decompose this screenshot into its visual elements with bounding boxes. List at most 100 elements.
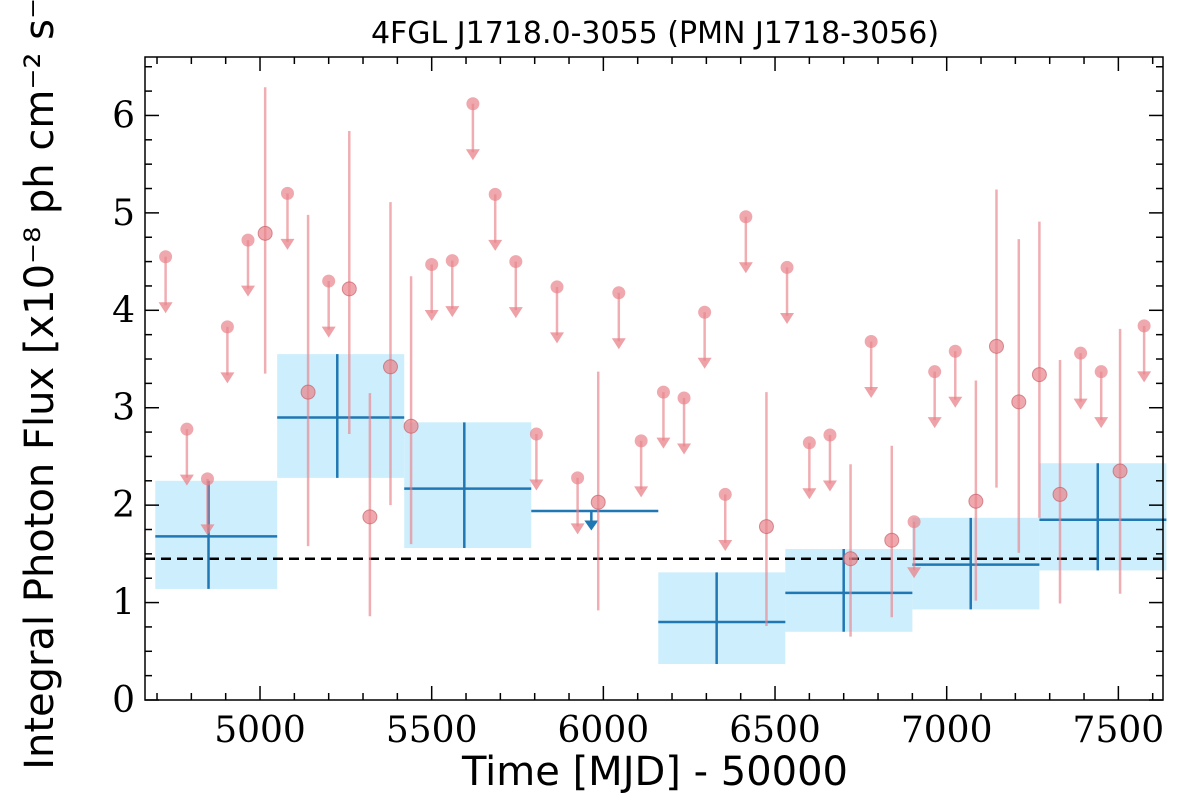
upper-limit-point: [241, 233, 255, 247]
upper-limit-arrow: [488, 239, 503, 251]
coarse-bin-box: [1039, 463, 1167, 571]
detection-point: [1112, 463, 1128, 479]
upper-limit-point: [1074, 346, 1088, 360]
detection-point: [257, 225, 273, 241]
upper-limit-point: [864, 334, 878, 348]
upper-limit-point: [612, 286, 626, 300]
upper-limit-point: [280, 186, 294, 200]
upper-limit-arrow: [321, 326, 336, 338]
upper-limit-point: [466, 97, 480, 111]
x-tick-label: 6500: [729, 710, 821, 751]
detection-point: [988, 338, 1004, 354]
x-tick-label: 7500: [1073, 710, 1165, 751]
upper-limit-arrow: [529, 479, 544, 491]
upper-limit-arrow: [570, 523, 585, 535]
upper-limit-point: [948, 344, 962, 358]
detection-point: [1011, 394, 1027, 410]
upper-limit-arrow: [907, 567, 922, 579]
x-tick-label: 6000: [558, 710, 650, 751]
detection-point: [590, 494, 606, 510]
upper-limit-point: [509, 255, 523, 269]
upper-limit-point: [488, 187, 502, 201]
detection-point: [300, 384, 316, 400]
plot-area: [145, 87, 1167, 664]
upper-limit-arrow: [822, 480, 837, 492]
upper-limit-point: [322, 274, 336, 288]
upper-limit-arrow: [1137, 371, 1152, 383]
upper-limit-point: [780, 260, 794, 274]
coarse-bin-box: [404, 422, 532, 549]
coarse-bin-box: [155, 480, 278, 589]
detection-point: [382, 359, 398, 375]
detection-point: [968, 493, 984, 509]
y-tick-label: 3: [112, 388, 135, 429]
upper-limit-arrow: [634, 486, 649, 498]
upper-limit-arrow: [611, 338, 626, 350]
upper-limit-arrow: [802, 488, 817, 500]
upper-limit-point: [823, 428, 837, 442]
upper-limit-point: [200, 472, 214, 486]
coarse-bin-box: [658, 572, 786, 664]
upper-limit-arrow: [280, 238, 295, 250]
upper-limit-point: [802, 436, 816, 450]
upper-limit-point: [907, 515, 921, 529]
upper-limit-point: [425, 258, 439, 272]
upper-limit-arrow: [220, 372, 235, 384]
x-tick-label: 5500: [386, 710, 478, 751]
upper-limit-arrow: [508, 307, 523, 319]
upper-limit-arrow: [445, 306, 460, 318]
upper-limit-arrow: [738, 262, 753, 274]
upper-limit-arrow: [465, 149, 480, 161]
upper-limit-point: [445, 254, 459, 268]
upper-limit-point: [220, 320, 234, 334]
axis-ticks: 5000 5500 6000 6500 7000 7500 0 1 2 3 4 5 6: [112, 57, 1164, 751]
upper-limit-arrow: [424, 310, 439, 322]
detection-point: [341, 281, 357, 297]
detection-point: [362, 509, 378, 525]
upper-limit-arrow: [241, 285, 256, 297]
upper-limit-point: [739, 210, 753, 224]
upper-limit-arrow: [927, 417, 942, 429]
upper-limit-arrow: [179, 474, 194, 486]
y-tick-label: 1: [112, 583, 135, 624]
upper-limit-arrow: [1073, 398, 1088, 410]
y-tick-label: 0: [112, 680, 135, 721]
x-tick-label: 7000: [901, 710, 993, 751]
upper-limit-arrow: [656, 437, 671, 449]
coarse-bin-box: [277, 354, 405, 478]
detection-point: [843, 551, 859, 567]
upper-limit-point: [928, 365, 942, 379]
upper-limit-point: [529, 427, 543, 441]
upper-limit-point: [656, 385, 670, 399]
upper-limit-arrow: [948, 396, 963, 408]
y-tick-label: 6: [112, 95, 135, 136]
upper-limit-point: [550, 280, 564, 294]
upper-limit-point: [180, 422, 194, 436]
upper-limit-point: [698, 305, 712, 319]
detection-point: [758, 519, 774, 535]
detection-point: [1052, 486, 1068, 502]
upper-limit-arrow: [697, 357, 712, 369]
detection-point: [403, 418, 419, 434]
upper-limit-point: [634, 434, 648, 448]
upper-limit-point: [718, 487, 732, 501]
upper-limit-point: [1094, 365, 1108, 379]
x-tick-label: 5000: [214, 710, 306, 751]
y-tick-label: 4: [112, 290, 135, 331]
upper-limit-point: [677, 391, 691, 405]
coarse-upper-limit-arrow: [584, 520, 599, 531]
y-tick-label: 2: [112, 485, 135, 526]
plot-frame: [144, 56, 1164, 701]
upper-limit-arrow: [677, 443, 692, 455]
y-tick-label: 5: [112, 193, 135, 234]
y-axis-label: Integral Photon Flux [x10⁻⁸ ph cm⁻² s⁻¹]: [17, 0, 63, 770]
upper-limit-point: [159, 250, 173, 264]
upper-limit-point: [571, 471, 585, 485]
upper-limit-arrow: [718, 539, 733, 551]
upper-limit-arrow: [864, 386, 879, 398]
detection-point: [1031, 367, 1047, 383]
upper-limit-arrow: [550, 332, 565, 344]
upper-limit-point: [1137, 319, 1151, 333]
upper-limit-arrow: [158, 302, 173, 314]
